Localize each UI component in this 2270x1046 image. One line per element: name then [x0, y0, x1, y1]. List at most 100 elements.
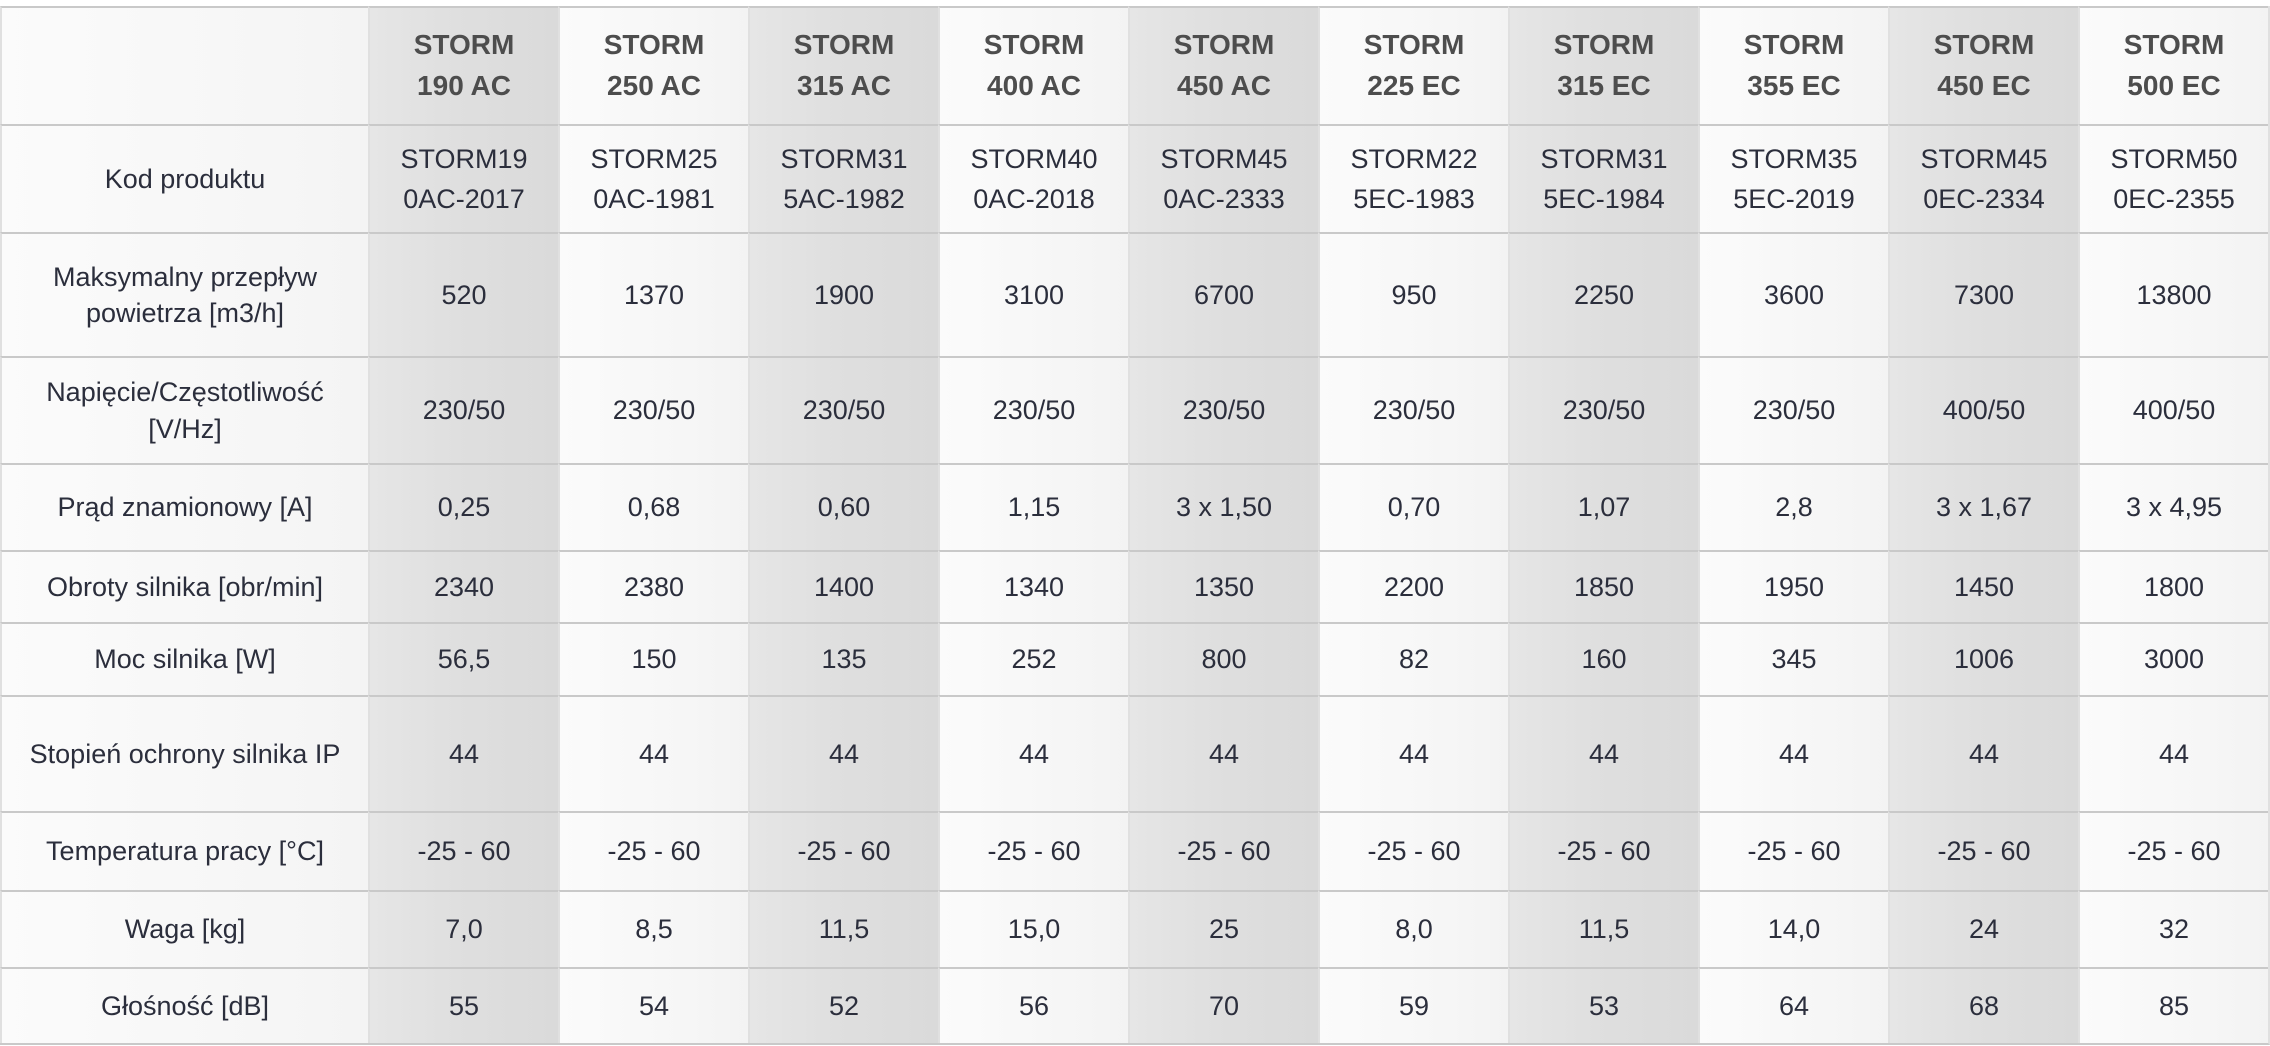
spec-cell: 0,70: [1318, 463, 1508, 550]
product-header: STORM 400 AC: [938, 6, 1128, 124]
spec-cell: 44: [2078, 695, 2268, 811]
product-spec-table: STORM 190 AC STORM 250 AC STORM 315 AC STORM 40…: [0, 6, 2270, 1045]
spec-cell: STORM315AC-1982: [748, 124, 938, 232]
spec-cell: 44: [368, 695, 558, 811]
spec-cell: -25 - 60: [1318, 811, 1508, 890]
spec-cell: 2,8: [1698, 463, 1888, 550]
spec-cell: 3600: [1698, 232, 1888, 356]
spec-cell: 1350: [1128, 550, 1318, 622]
spec-cell: 1850: [1508, 550, 1698, 622]
spec-cell: 135: [748, 622, 938, 695]
table-row-glosnosc: Głośność [dB] 55 54 52 56 70 59 53 64 68 85: [0, 967, 2268, 1043]
spec-cell: -25 - 60: [368, 811, 558, 890]
spec-cell: 230/50: [558, 356, 748, 463]
spec-cell: -25 - 60: [748, 811, 938, 890]
spec-cell: 2250: [1508, 232, 1698, 356]
product-header: STORM 500 EC: [2078, 6, 2268, 124]
row-label: Napięcie/Częstotliwość [V/Hz]: [0, 356, 368, 463]
product-header: STORM 250 AC: [558, 6, 748, 124]
spec-cell: 150: [558, 622, 748, 695]
table-row-napiecie-czestotliwosc: Napięcie/Częstotliwość [V/Hz] 230/50 230/5…: [0, 356, 2268, 463]
spec-cell: -25 - 60: [1888, 811, 2078, 890]
spec-cell: 3 x 1,67: [1888, 463, 2078, 550]
spec-cell: STORM315EC-1984: [1508, 124, 1698, 232]
spec-cell: 2200: [1318, 550, 1508, 622]
spec-cell: 1800: [2078, 550, 2268, 622]
spec-cell: 55: [368, 967, 558, 1043]
product-header: STORM 190 AC: [368, 6, 558, 124]
spec-cell: 3 x 1,50: [1128, 463, 1318, 550]
spec-cell: 8,5: [558, 890, 748, 967]
spec-cell: STORM225EC-1983: [1318, 124, 1508, 232]
spec-cell: 3100: [938, 232, 1128, 356]
row-label: Prąd znamionowy [A]: [0, 463, 368, 550]
spec-cell: 13800: [2078, 232, 2268, 356]
table-row-waga: Waga [kg] 7,0 8,5 11,5 15,0 25 8,0 11,5 14,0 24 32: [0, 890, 2268, 967]
table-row-prad-znamionowy: Prąd znamionowy [A] 0,25 0,68 0,60 1,15 3 x 1…: [0, 463, 2268, 550]
spec-cell: 230/50: [1508, 356, 1698, 463]
spec-cell: 7300: [1888, 232, 2078, 356]
spec-cell: 230/50: [368, 356, 558, 463]
row-label: Głośność [dB]: [0, 967, 368, 1043]
table-row-kod-produktu: Kod produktu STORM190AC-2017 STORM250AC-19…: [0, 124, 2268, 232]
spec-cell: 230/50: [1318, 356, 1508, 463]
spec-cell: 1,15: [938, 463, 1128, 550]
spec-cell: STORM190AC-2017: [368, 124, 558, 232]
spec-cell: 44: [938, 695, 1128, 811]
spec-cell: 52: [748, 967, 938, 1043]
row-label: Obroty silnika [obr/min]: [0, 550, 368, 622]
table-row-moc-silnika: Moc silnika [W] 56,5 150 135 252 800 82 160 345 1…: [0, 622, 2268, 695]
spec-cell: 252: [938, 622, 1128, 695]
spec-cell: 160: [1508, 622, 1698, 695]
spec-cell: 7,0: [368, 890, 558, 967]
spec-cell: 64: [1698, 967, 1888, 1043]
spec-cell: 345: [1698, 622, 1888, 695]
product-header-row: STORM 190 AC STORM 250 AC STORM 315 AC STORM 40…: [0, 6, 2268, 124]
product-header: STORM 315 EC: [1508, 6, 1698, 124]
row-label: Kod produktu: [0, 124, 368, 232]
table-row-maksymalny-przeplyw-powietrza: Maksymalny przepływ powietrza [m3/h] 520 1…: [0, 232, 2268, 356]
spec-cell: STORM250AC-1981: [558, 124, 748, 232]
spec-cell: 3 x 4,95: [2078, 463, 2268, 550]
spec-cell: 0,60: [748, 463, 938, 550]
row-label: Temperatura pracy [°C]: [0, 811, 368, 890]
spec-cell: 32: [2078, 890, 2268, 967]
spec-cell: 44: [558, 695, 748, 811]
spec-cell: 44: [1508, 695, 1698, 811]
spec-cell: STORM500EC-2355: [2078, 124, 2268, 232]
spec-cell: 56: [938, 967, 1128, 1043]
spec-table-header: STORM 190 AC STORM 250 AC STORM 315 AC STORM 40…: [0, 6, 2268, 124]
spec-cell: 3000: [2078, 622, 2268, 695]
spec-cell: 1,07: [1508, 463, 1698, 550]
spec-cell: 800: [1128, 622, 1318, 695]
table-row-stopien-ochrony-silnika-ip: Stopień ochrony silnika IP 44 44 44 44 44 44 44…: [0, 695, 2268, 811]
corner-cell: [0, 6, 368, 124]
spec-cell: 1900: [748, 232, 938, 356]
spec-cell: 11,5: [1508, 890, 1698, 967]
spec-cell: 1450: [1888, 550, 2078, 622]
spec-cell: 24: [1888, 890, 2078, 967]
spec-cell: 1006: [1888, 622, 2078, 695]
product-header: STORM 450 AC: [1128, 6, 1318, 124]
spec-cell: 25: [1128, 890, 1318, 967]
spec-cell: 53: [1508, 967, 1698, 1043]
row-label: Waga [kg]: [0, 890, 368, 967]
spec-cell: 2340: [368, 550, 558, 622]
spec-cell: -25 - 60: [1698, 811, 1888, 890]
row-label: Moc silnika [W]: [0, 622, 368, 695]
spec-cell: 1340: [938, 550, 1128, 622]
spec-cell: 44: [1318, 695, 1508, 811]
spec-cell: 70: [1128, 967, 1318, 1043]
spec-cell: 68: [1888, 967, 2078, 1043]
spec-cell: 230/50: [1128, 356, 1318, 463]
spec-cell: 400/50: [1888, 356, 2078, 463]
product-header: STORM 315 AC: [748, 6, 938, 124]
row-label: Maksymalny przepływ powietrza [m3/h]: [0, 232, 368, 356]
spec-cell: 1400: [748, 550, 938, 622]
spec-cell: -25 - 60: [1508, 811, 1698, 890]
row-label: Stopień ochrony silnika IP: [0, 695, 368, 811]
product-header: STORM 225 EC: [1318, 6, 1508, 124]
spec-cell: 54: [558, 967, 748, 1043]
spec-cell: -25 - 60: [2078, 811, 2268, 890]
